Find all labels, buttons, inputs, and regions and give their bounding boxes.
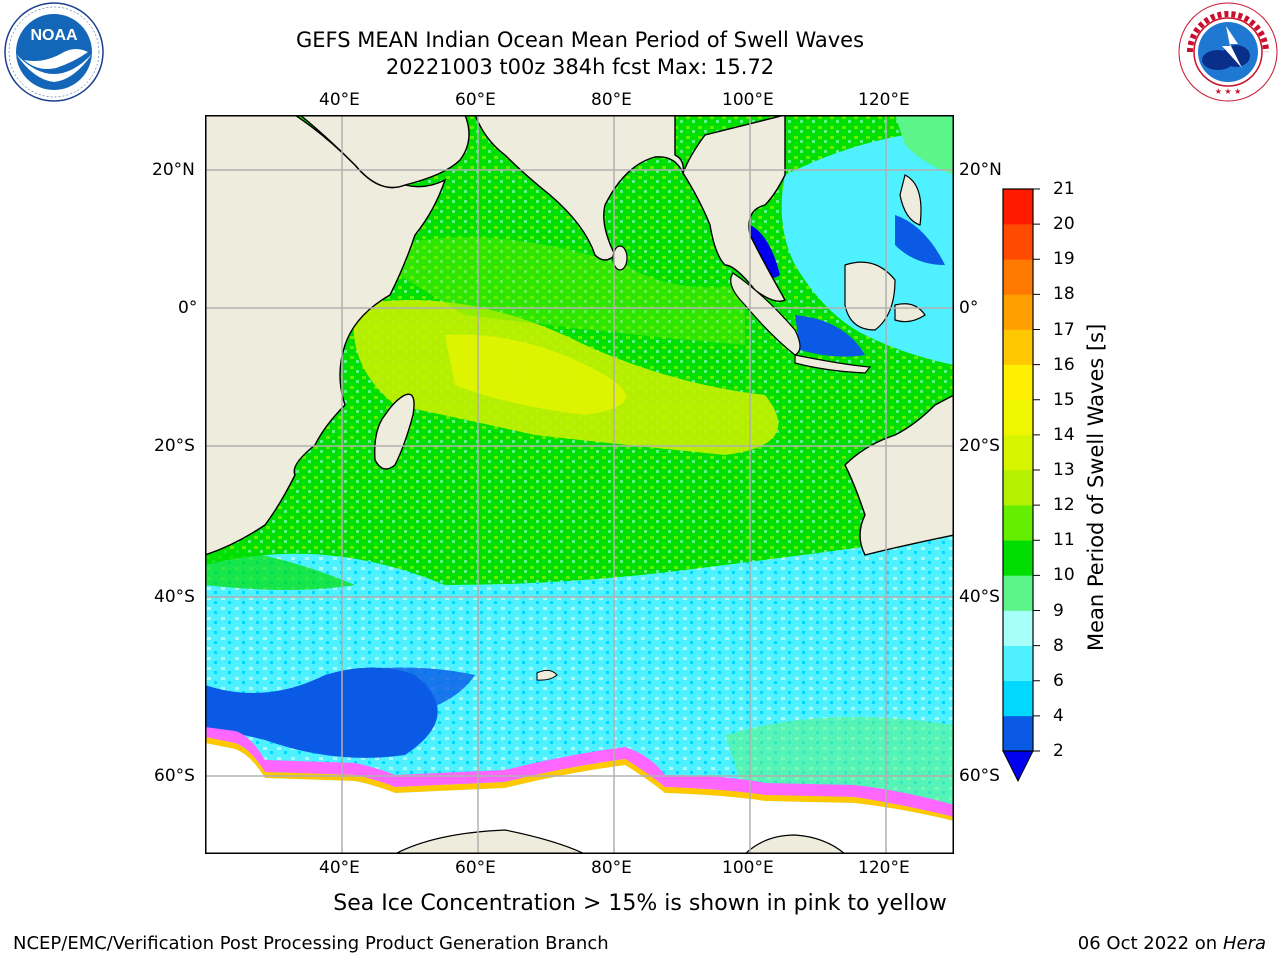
- lat-tick-right-2: 0°: [959, 298, 979, 318]
- title-line-1: GEFS MEAN Indian Ocean Mean Period of Sw…: [295, 28, 865, 52]
- lat-tick-left-1: 20°N: [152, 160, 195, 180]
- colorbar-tick-label: 14: [1053, 424, 1075, 445]
- colorbar-bin: [1003, 680, 1033, 717]
- colorbar-tick-label: 11: [1053, 530, 1075, 551]
- lon-tick-top-2: 60°E: [455, 90, 496, 110]
- colorbar-tick-label: 2: [1053, 741, 1064, 761]
- svg-text:NOAA: NOAA: [30, 27, 78, 44]
- australia: [844, 394, 954, 556]
- colorbar-bin: [1003, 610, 1033, 646]
- noaa-logo: NOAA: [4, 2, 104, 102]
- colorbar-tick-label: 18: [1053, 284, 1075, 305]
- southeast-asia: [682, 115, 786, 302]
- lon-tick-bottom-5: 120°E: [858, 858, 910, 878]
- colorbar-bin: [1003, 505, 1033, 541]
- lon-tick-bottom-2: 60°E: [455, 858, 496, 878]
- lat-tick-left-5: 60°S: [154, 766, 195, 786]
- svg-text:★ ★ ★: ★ ★ ★: [1215, 87, 1242, 96]
- sea-ice-edge: [205, 727, 954, 817]
- lat-tick-left-3: 20°S: [154, 436, 195, 456]
- lat-tick-left-4: 40°S: [154, 587, 195, 607]
- borneo: [844, 261, 896, 331]
- lon-tick-top-3: 80°E: [591, 90, 632, 110]
- kerguelen-islands: [536, 669, 558, 681]
- title-line-2: 20221003 t00z 384h fcst Max: 15.72: [385, 55, 775, 79]
- colorbar: [1002, 188, 1040, 783]
- colorbar-tick-label: 21: [1053, 179, 1075, 199]
- colorbar-bin: [1003, 189, 1033, 225]
- lon-tick-top-5: 120°E: [858, 90, 910, 110]
- map-gridlines: [205, 115, 954, 854]
- colorbar-tick-label: 8: [1053, 635, 1064, 656]
- lat-tick-right-5: 60°S: [959, 766, 1000, 786]
- colorbar-bin: [1003, 294, 1033, 330]
- lon-tick-bottom-4: 100°E: [722, 858, 774, 878]
- colorbar-bin: [1003, 434, 1033, 471]
- lat-tick-right-1: 20°N: [959, 160, 1002, 180]
- south-china-sea: [781, 115, 954, 365]
- colorbar-bin: [1003, 470, 1033, 506]
- colorbar-extend-arrow: [1002, 750, 1034, 783]
- colorbar-tick-label: 6: [1053, 670, 1064, 691]
- lat-tick-right-4: 40°S: [959, 587, 1000, 607]
- colorbar-bin: [1003, 224, 1033, 260]
- colorbar-tick-label: 15: [1053, 389, 1075, 410]
- lon-tick-bottom-1: 40°E: [319, 858, 360, 878]
- colorbar-label: Mean Period of Swell Waves [s]: [1084, 323, 1108, 651]
- map-panel: [205, 115, 954, 854]
- colorbar-tick-label: 4: [1053, 705, 1064, 726]
- footer-date-text: 06 Oct 2022 on: [1077, 933, 1223, 954]
- colorbar-tick-label: 19: [1053, 249, 1075, 270]
- lat-tick-right-3: 20°S: [959, 436, 1000, 456]
- sea-ice-note: Sea Ice Concentration > 15% is shown in …: [333, 891, 947, 916]
- nws-logo: ★ ★ ★: [1178, 2, 1278, 102]
- colorbar-bin: [1003, 715, 1033, 752]
- footer-credit: NCEP/EMC/Verification Post Processing Pr…: [13, 933, 609, 954]
- colorbar-bin: [1003, 399, 1033, 436]
- colorbar-tick-label: 20: [1053, 214, 1075, 235]
- colorbar-bin: [1003, 645, 1033, 682]
- lon-tick-top-1: 40°E: [319, 90, 360, 110]
- footer-date: 06 Oct 2022 on Hera: [1078, 933, 1266, 955]
- colorbar-tick-label: 10: [1053, 565, 1075, 586]
- colorbar-bin: [1003, 575, 1033, 611]
- lon-tick-top-4: 100°E: [722, 90, 774, 110]
- colorbar-bin: [1003, 329, 1033, 365]
- colorbar-tick-label: 13: [1053, 460, 1075, 480]
- antarctica-region: [205, 743, 954, 854]
- lon-tick-bottom-3: 80°E: [591, 858, 632, 878]
- colorbar-bin: [1003, 259, 1033, 295]
- madagascar: [374, 393, 415, 470]
- colorbar-tick-label: 17: [1053, 319, 1075, 340]
- colorbar-bin: [1003, 540, 1033, 576]
- footer-machine: Hera: [1222, 933, 1266, 954]
- colorbar-tick-label: 16: [1053, 354, 1075, 375]
- colorbar-bin: [1003, 364, 1033, 401]
- colorbar-tick-label: 9: [1053, 600, 1064, 621]
- colorbar-tick-label: 12: [1053, 495, 1075, 516]
- colorbar-bins: [1003, 189, 1033, 752]
- lat-tick-left-2: 0°: [178, 298, 198, 318]
